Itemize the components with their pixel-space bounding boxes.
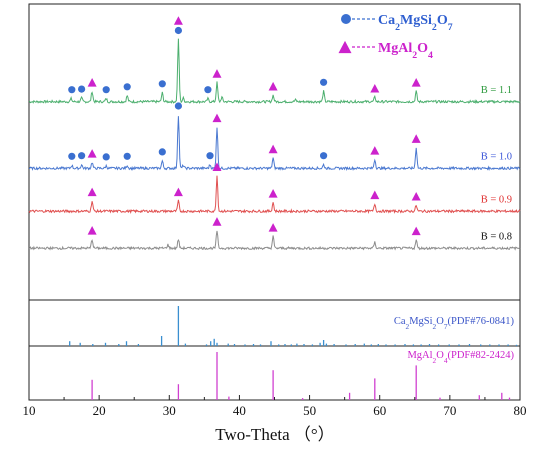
mgal2o4-marker	[268, 81, 278, 91]
trace-label: B = 1.1	[481, 85, 512, 96]
mgal2o4-marker	[212, 162, 222, 171]
mgal2o4-marker	[87, 226, 97, 235]
ca2mgsi2o7-marker	[78, 85, 86, 93]
ca2mgsi2o7-marker	[174, 102, 182, 110]
mgal2o4-marker	[370, 190, 380, 200]
ca2mgsi2o7-marker	[123, 152, 131, 160]
x-tick-label: 80	[514, 403, 527, 418]
mgal2o4-marker	[411, 226, 421, 236]
legend-label-mgal2o4: MgAl2O4	[378, 41, 433, 61]
mgal2o4-marker	[212, 217, 222, 226]
x-tick-label: 10	[23, 403, 36, 418]
ca2mgsi2o7-marker	[206, 152, 214, 160]
mgal2o4-marker	[370, 83, 380, 93]
legend-circle-icon	[341, 14, 351, 24]
ca2mgsi2o7-marker	[204, 86, 212, 94]
trace-label: B = 0.8	[481, 231, 512, 242]
mgal2o4-marker	[212, 113, 222, 123]
plot-frame	[28, 3, 521, 401]
x-tick-label: 30	[163, 403, 176, 418]
ca2mgsi2o7-marker	[102, 153, 110, 161]
mgal2o4-marker	[268, 223, 278, 232]
ca2mgsi2o7-marker	[102, 86, 110, 94]
ca2mgsi2o7-marker	[78, 152, 86, 160]
legend: Ca2MgSi2O7 MgAl2O4	[338, 13, 453, 61]
x-axis-ticks: 10 20 30 40 50 60 70 80	[23, 395, 527, 418]
reference-label: Ca2MgSi2O7(PDF#76-0841)	[394, 316, 515, 331]
reference-label: MgAl2O4(PDF#82-2424)	[407, 350, 514, 365]
xrd-traces: B = 1.1 B = 1.0 B = 0.9 B = 0.8	[28, 38, 521, 251]
ca2mgsi2o7-marker	[68, 86, 76, 94]
trace-b-1-0	[28, 116, 521, 172]
mgal2o4-marker	[411, 192, 421, 201]
mgal2o4-marker	[87, 187, 97, 197]
ca2mgsi2o7-marker	[320, 152, 328, 160]
ca2mgsi2o7-marker	[123, 83, 131, 91]
ca2mgsi2o7-marker	[158, 80, 166, 88]
reference-patterns: Ca2MgSi2O7(PDF#76-0841) MgAl2O4(PDF#82-24…	[69, 306, 518, 400]
legend-label-ca2mgsi2o7: Ca2MgSi2O7	[378, 13, 453, 33]
trace-b-1-1	[28, 38, 521, 105]
phase-markers	[68, 16, 421, 236]
mgal2o4-marker	[173, 187, 183, 197]
ca2mgsi2o7-marker	[158, 148, 166, 156]
mgal2o4-marker	[87, 78, 97, 87]
trace-b-0-8	[28, 230, 521, 251]
ca2mgsi2o7-marker	[174, 26, 182, 35]
x-tick-label: 70	[443, 403, 456, 418]
trace-label: B = 1.0	[481, 151, 512, 162]
mgal2o4-marker	[411, 134, 421, 143]
legend-triangle-icon	[338, 40, 352, 54]
trace-b-0-9	[28, 175, 521, 215]
x-tick-label: 20	[93, 403, 106, 418]
mgal2o4-marker	[370, 146, 380, 155]
x-axis-title: Two-Theta （°）	[215, 425, 334, 444]
ca2mgsi2o7-marker	[320, 78, 328, 86]
x-tick-label: 50	[303, 403, 316, 418]
mgal2o4-marker	[268, 189, 278, 198]
mgal2o4-marker	[173, 16, 183, 25]
mgal2o4-marker	[212, 69, 222, 78]
mgal2o4-marker	[268, 144, 278, 154]
mgal2o4-marker	[87, 149, 97, 158]
trace-label: B = 0.9	[481, 194, 512, 205]
x-tick-label: 40	[233, 403, 246, 418]
mgal2o4-marker	[411, 78, 421, 87]
x-tick-label: 60	[373, 403, 386, 418]
ca2mgsi2o7-marker	[68, 152, 76, 160]
